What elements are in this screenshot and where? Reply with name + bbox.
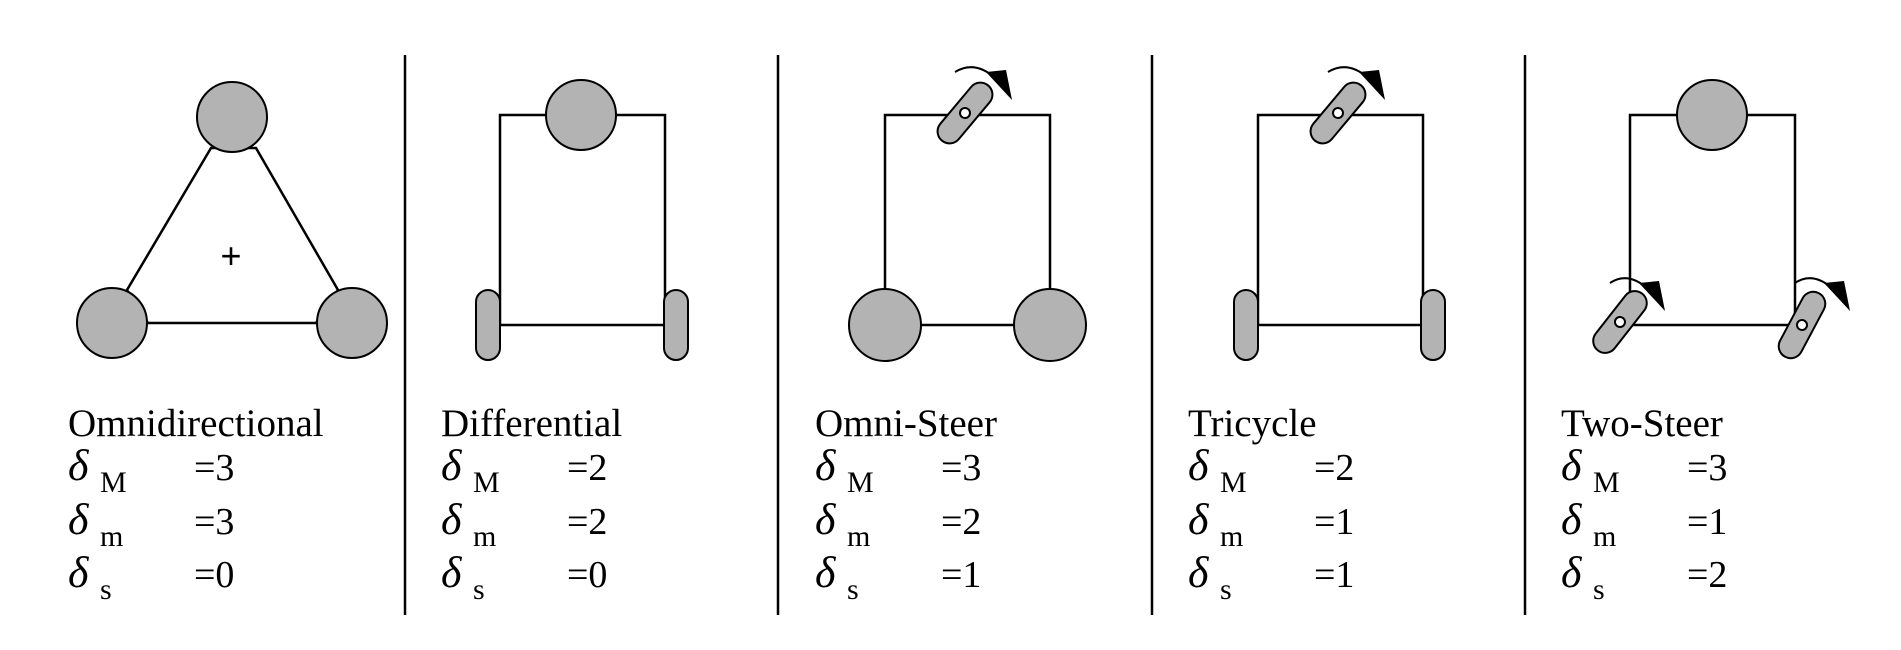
delta-value: =1 — [941, 554, 981, 596]
panel-title: Two-Steer — [1561, 402, 1723, 445]
steered-wheel — [1309, 81, 1367, 145]
delta-value: =1 — [1687, 501, 1727, 543]
delta-value: =0 — [194, 554, 234, 596]
tricycle-diagram — [1233, 66, 1446, 361]
steering-arrowhead-icon — [1639, 281, 1665, 311]
delta-subscript: M — [100, 466, 127, 499]
delta-subscript: s — [473, 573, 485, 606]
delta-value: =2 — [941, 501, 981, 543]
omni-wheel-right — [1013, 288, 1087, 362]
delta-symbol: δ — [815, 495, 837, 544]
delta-value: =1 — [1314, 501, 1354, 543]
delta-value: =3 — [941, 447, 981, 489]
delta-symbol: δ — [441, 548, 463, 597]
panel-title: Omnidirectional — [68, 402, 324, 445]
panel-title: Omni-Steer — [815, 402, 997, 445]
omni-wheel-right — [316, 287, 388, 359]
two-steer-diagram — [1592, 79, 1850, 360]
delta-symbol: δ — [68, 548, 90, 597]
castor-wheel — [545, 79, 617, 151]
delta-subscript: m — [100, 520, 123, 553]
delta-symbol: δ — [68, 441, 90, 490]
delta-value: =2 — [567, 447, 607, 489]
delta-symbol: δ — [441, 495, 463, 544]
omnidirectional-diagram: + — [76, 81, 388, 359]
panel-title: Tricycle — [1188, 402, 1317, 445]
rect-chassis — [1256, 113, 1425, 327]
delta-subscript: M — [847, 466, 874, 499]
omni-steer-diagram — [848, 66, 1087, 362]
delta-subscript: m — [1220, 520, 1243, 553]
center-mark: + — [220, 235, 241, 276]
steered-wheel — [936, 81, 994, 145]
delta-subscript: m — [847, 520, 870, 553]
delta-subscript: M — [1593, 466, 1620, 499]
steered-wheel-left — [1592, 290, 1648, 354]
drive-wheel-right — [1420, 289, 1446, 361]
delta-subscript: m — [473, 520, 496, 553]
castor-wheel — [1676, 79, 1748, 151]
delta-value: =3 — [194, 447, 234, 489]
delta-symbol: δ — [68, 495, 90, 544]
steering-arrowhead-icon — [1359, 70, 1385, 100]
delta-subscript: m — [1593, 520, 1616, 553]
delta-value: =3 — [1687, 447, 1727, 489]
delta-subscript: s — [1220, 573, 1232, 606]
delta-subscript: M — [1220, 466, 1247, 499]
delta-subscript: s — [100, 573, 112, 606]
delta-symbol: δ — [815, 548, 837, 597]
delta-value: =2 — [1687, 554, 1727, 596]
delta-symbol: δ — [1188, 441, 1210, 490]
delta-value: =1 — [1314, 554, 1354, 596]
delta-symbol: δ — [1188, 548, 1210, 597]
delta-symbol: δ — [1561, 548, 1583, 597]
steering-arrowhead-icon — [1824, 281, 1850, 311]
rect-chassis — [883, 113, 1052, 327]
panel-title: Differential — [441, 402, 622, 445]
omni-wheel-left — [848, 288, 922, 362]
differential-diagram — [475, 79, 689, 361]
delta-symbol: δ — [1188, 495, 1210, 544]
delta-subscript: s — [1593, 573, 1605, 606]
delta-value: =2 — [567, 501, 607, 543]
delta-subscript: M — [473, 466, 500, 499]
delta-symbol: δ — [815, 441, 837, 490]
steering-arrowhead-icon — [986, 70, 1012, 100]
delta-value: =3 — [194, 501, 234, 543]
delta-symbol: δ — [1561, 441, 1583, 490]
delta-symbol: δ — [441, 441, 463, 490]
delta-value: =0 — [567, 554, 607, 596]
steered-wheel-right — [1777, 290, 1827, 360]
omni-wheel-left — [76, 287, 148, 359]
omni-wheel-top — [196, 81, 268, 153]
drive-wheel-left — [475, 289, 501, 361]
drive-wheel-left — [1233, 289, 1259, 361]
delta-subscript: s — [847, 573, 859, 606]
delta-symbol: δ — [1561, 495, 1583, 544]
delta-value: =2 — [1314, 447, 1354, 489]
drive-wheel-right — [663, 289, 689, 361]
